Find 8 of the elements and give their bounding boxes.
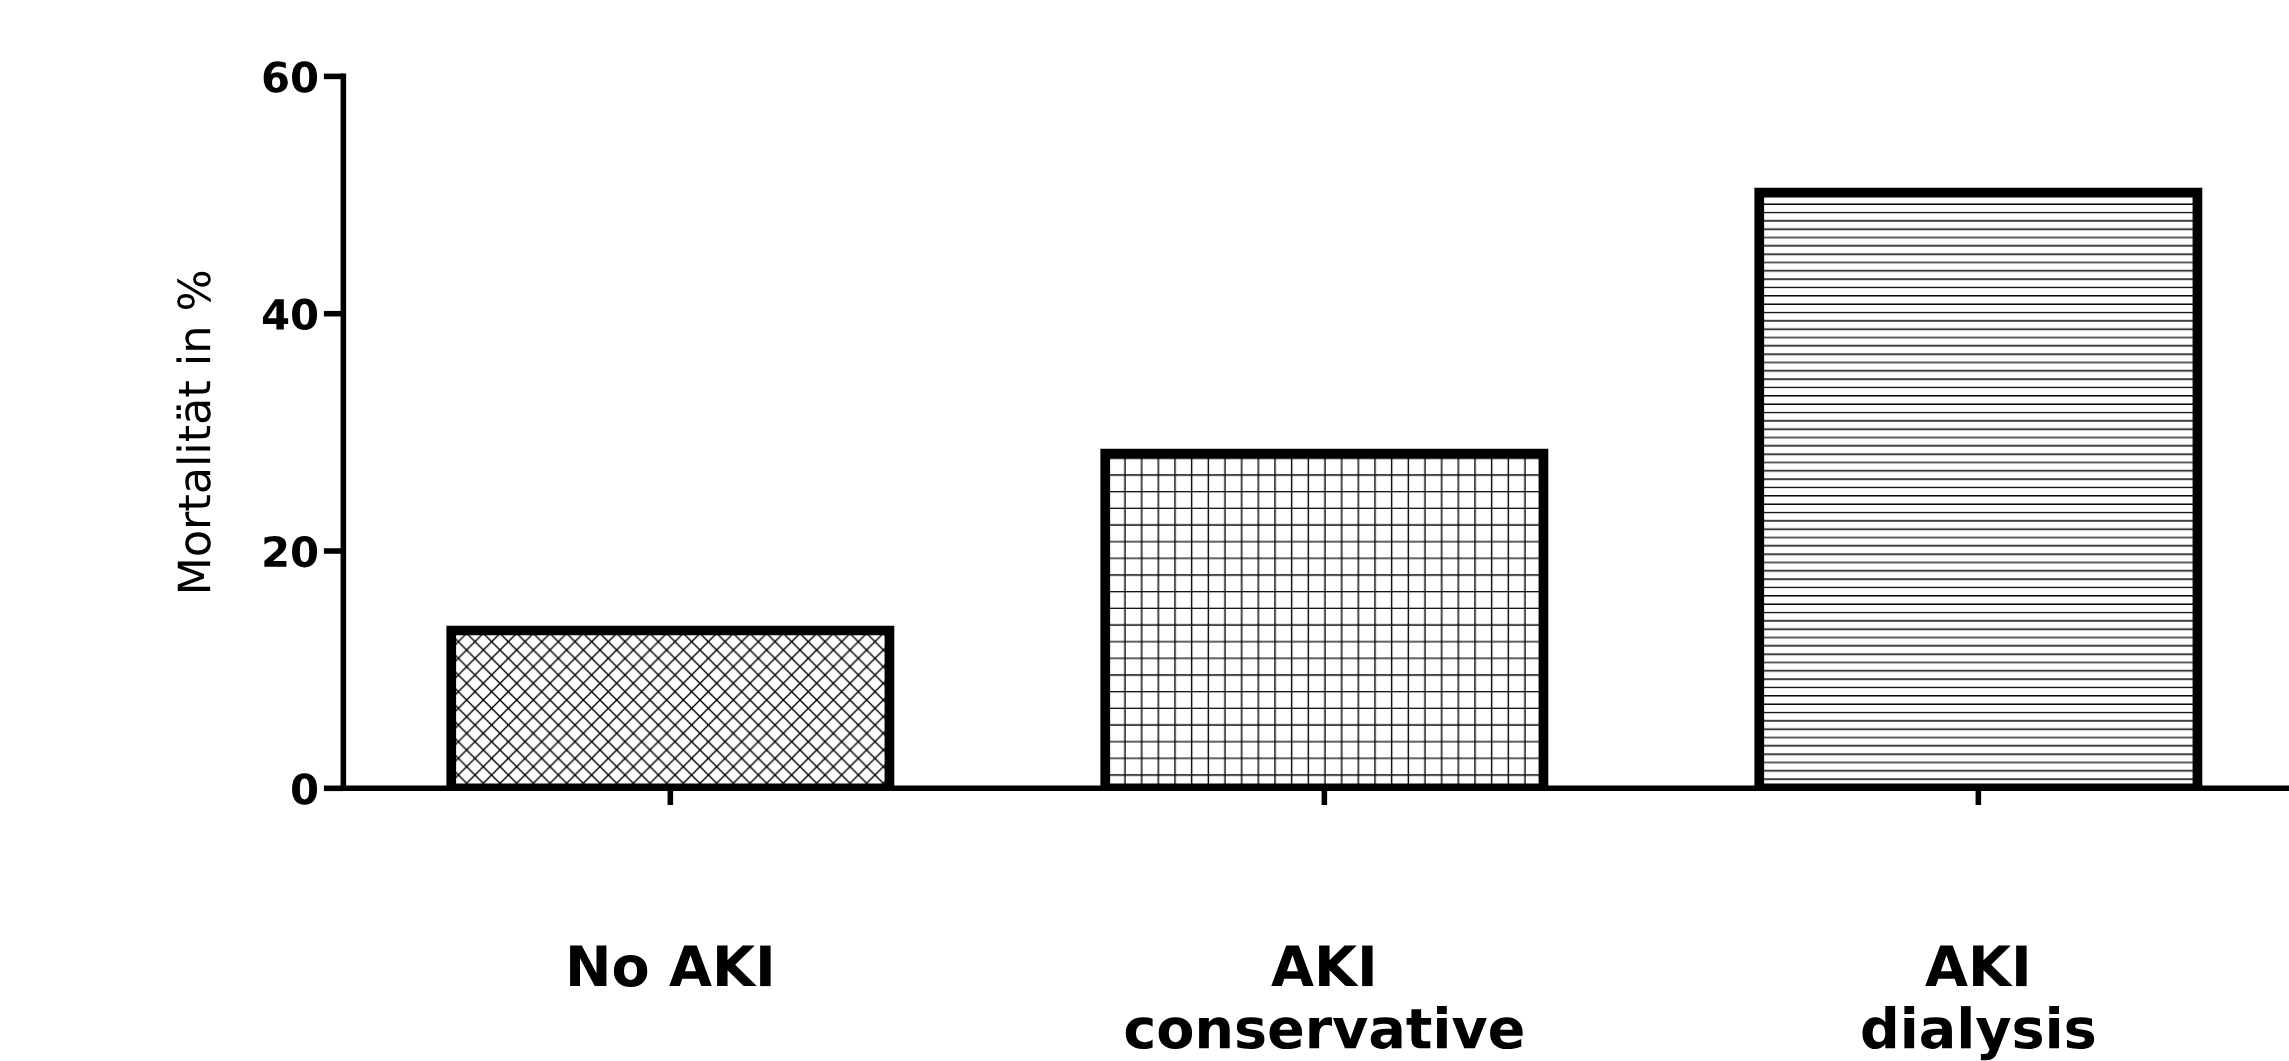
y-tick-label: 0	[292, 773, 318, 805]
x-tick-label: AKI conservative	[1125, 945, 1523, 1050]
y-tick-label: 40	[262, 298, 318, 331]
y-tick-label: 60	[263, 61, 318, 93]
x-tick-label: No AKI	[570, 945, 771, 987]
x-tick-label: AKI dialysis	[1862, 945, 2095, 1061]
y-axis-title: Mortalität in %	[176, 271, 211, 592]
y-tick-label: 20	[264, 535, 318, 568]
